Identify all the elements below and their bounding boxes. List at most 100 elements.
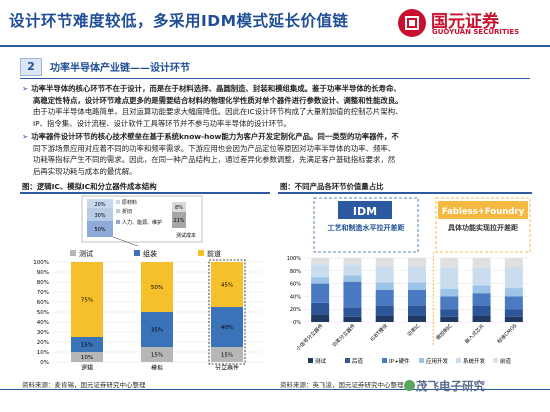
bullet-paragraph-1: ➢ 功率半导体的核心环节不在于设计，而是在于材料选择、晶圆制造、封装和模组集成。鉴…	[22, 83, 532, 129]
bar-segment	[141, 262, 173, 312]
y-tick-label: 100%	[33, 260, 49, 266]
x-tick-label: 功率分立器件	[331, 322, 357, 348]
right-bars	[311, 252, 523, 346]
bar-segment	[504, 288, 523, 297]
y-tick-label: 70%	[37, 290, 49, 296]
y-tick-label: 20%	[290, 307, 301, 313]
legend-label: 组装	[143, 249, 157, 258]
legend-swatch	[456, 358, 461, 363]
y-tick-label: 60%	[290, 282, 301, 288]
bar-segment	[343, 264, 362, 276]
bar-segment	[440, 309, 459, 317]
y-tick-label: 60%	[37, 300, 49, 306]
bar-segment	[408, 266, 426, 283]
inset-test-value-1: 8%	[175, 205, 183, 211]
x-tick-label: 模拟	[151, 364, 163, 370]
fabless-box-header	[438, 201, 528, 219]
bar-segment	[141, 347, 173, 362]
inset-value-3: 50%	[94, 227, 105, 233]
legend-label: 前道	[500, 357, 512, 365]
bar-segment	[211, 307, 243, 347]
left-figure-divider	[20, 192, 270, 194]
logo-name: 国元证券	[431, 12, 499, 32]
bullet-line: 由于功率半导体电路简单，且对运算功能要求大幅度降低。因此在IC设计环节构成了大量…	[33, 107, 403, 116]
bar-data-label: 15%	[151, 353, 163, 359]
x-tick-label: 功率IC	[406, 322, 422, 338]
bar-segment	[311, 283, 330, 303]
legend-label: 后道	[352, 357, 364, 365]
x-tick-label: 标准CMOS	[496, 322, 519, 345]
bar-segment	[311, 277, 330, 284]
bar-segment	[71, 262, 103, 337]
legend-swatch	[198, 250, 204, 256]
bar-segment	[375, 258, 394, 267]
idm-box-header	[338, 201, 392, 219]
legend-swatch	[308, 358, 313, 363]
legend-swatch	[345, 358, 350, 363]
bar-segment	[71, 337, 103, 352]
fabless-box-subtitle: 具体功能实现拉开差距	[447, 223, 518, 232]
bar-segment	[375, 306, 394, 316]
inset-legend-swatch	[116, 200, 120, 204]
legend-swatch	[382, 358, 387, 363]
legend-swatch	[419, 358, 424, 363]
bullet-arrow-icon: ➢	[22, 84, 29, 93]
bullet-arrow-icon: ➢	[22, 132, 29, 141]
bar-segment	[440, 296, 459, 310]
bullet-line: 高稳定性特点，设计环节难点更多的是需要结合材料的物理化学性质对单个器件进行参数设…	[33, 95, 403, 105]
y-tick-label: 10%	[37, 350, 49, 356]
highlight-box	[208, 259, 246, 365]
right-figure-divider	[278, 192, 532, 194]
inset-panel: 20% 30% 50% 原材料 折旧 人力、能源、维护 8% 21% 测试成本	[81, 195, 203, 247]
bar-segment	[408, 290, 426, 306]
idm-box-title: IDM	[353, 205, 377, 218]
left-bars: 10% 15% 75% 逻辑 15% 35% 50% 模拟 15% 40% 45% 分立器件	[71, 259, 246, 370]
y-tick-label: 30%	[37, 330, 49, 336]
fabless-box-title: Fabless+Foundry	[442, 207, 525, 217]
right-figure-source: 资料来源：英飞凌，国元证券研究中心整理	[280, 381, 404, 389]
bar-segment	[311, 258, 330, 265]
bar-data-label: 50%	[151, 285, 163, 291]
inset-legend-label: 折旧	[122, 208, 132, 215]
section-divider	[20, 78, 530, 79]
section-title: 功率半导体产业链——设计环节	[50, 63, 190, 74]
bar-segment	[375, 266, 394, 283]
bullet-line: 同下游场景应用对应着不同的功率和频率需求。下游应用也会因为产品定位等原因对功率半…	[33, 143, 396, 153]
bar-segment	[408, 306, 426, 316]
bar-segment	[472, 293, 491, 306]
bar-segment	[311, 264, 330, 278]
bar-segment	[408, 282, 426, 290]
bullet-line: 功耗等指标产生不同的需求。因此，在同一种产品结构上，通过差异化参数调整，先满足客…	[33, 155, 396, 164]
x-tick-label: 逻辑	[81, 364, 93, 370]
x-tick-label: 嵌入式芯片	[463, 322, 486, 345]
bar-segment	[472, 267, 491, 286]
bar-segment	[504, 266, 523, 289]
x-tick-label: 微控制IC	[435, 322, 454, 341]
bar-data-label: 15%	[221, 353, 233, 359]
bar-segment	[311, 314, 330, 322]
inset-segment-3	[87, 221, 113, 237]
inset-test-value-2: 21%	[173, 218, 184, 224]
logo-subtitle: GUOYUAN SECURITIES	[432, 28, 520, 36]
inset-segment-2	[87, 208, 113, 221]
bar-segment	[375, 315, 394, 322]
bar-data-label: 40%	[221, 325, 233, 331]
left-stacked-bar-chart: 20% 30% 50% 原材料 折旧 人力、能源、维护 8% 21% 测试成本 …	[33, 195, 262, 370]
bar-segment	[375, 290, 394, 306]
bar-segment	[440, 288, 459, 297]
legend-label: 前道	[207, 249, 221, 258]
wechat-icon	[404, 380, 415, 391]
bar-segment	[472, 306, 491, 316]
bar-data-label: 15%	[81, 343, 93, 349]
bar-segment	[375, 282, 394, 290]
y-tick-label: 80%	[37, 280, 49, 286]
y-tick-label: 100%	[287, 256, 302, 262]
page-title: 设计环节难度较低，多采用IDM模式延长价值链	[9, 12, 349, 30]
inset-test-segment-2	[172, 212, 186, 228]
y-tick-label: 0%	[293, 320, 301, 326]
bar-segment	[343, 281, 362, 308]
legend-label: 应用开发	[426, 357, 449, 365]
left-figure-title: 图：逻辑IC、模拟IC和分立器件成本结构	[22, 182, 157, 191]
bullet-paragraph-2: ➢ 功率器件设计环节的核心技术壁垒在基于系统know-how能力为客户开发定制化产…	[22, 131, 532, 177]
bar-segment	[211, 347, 243, 362]
